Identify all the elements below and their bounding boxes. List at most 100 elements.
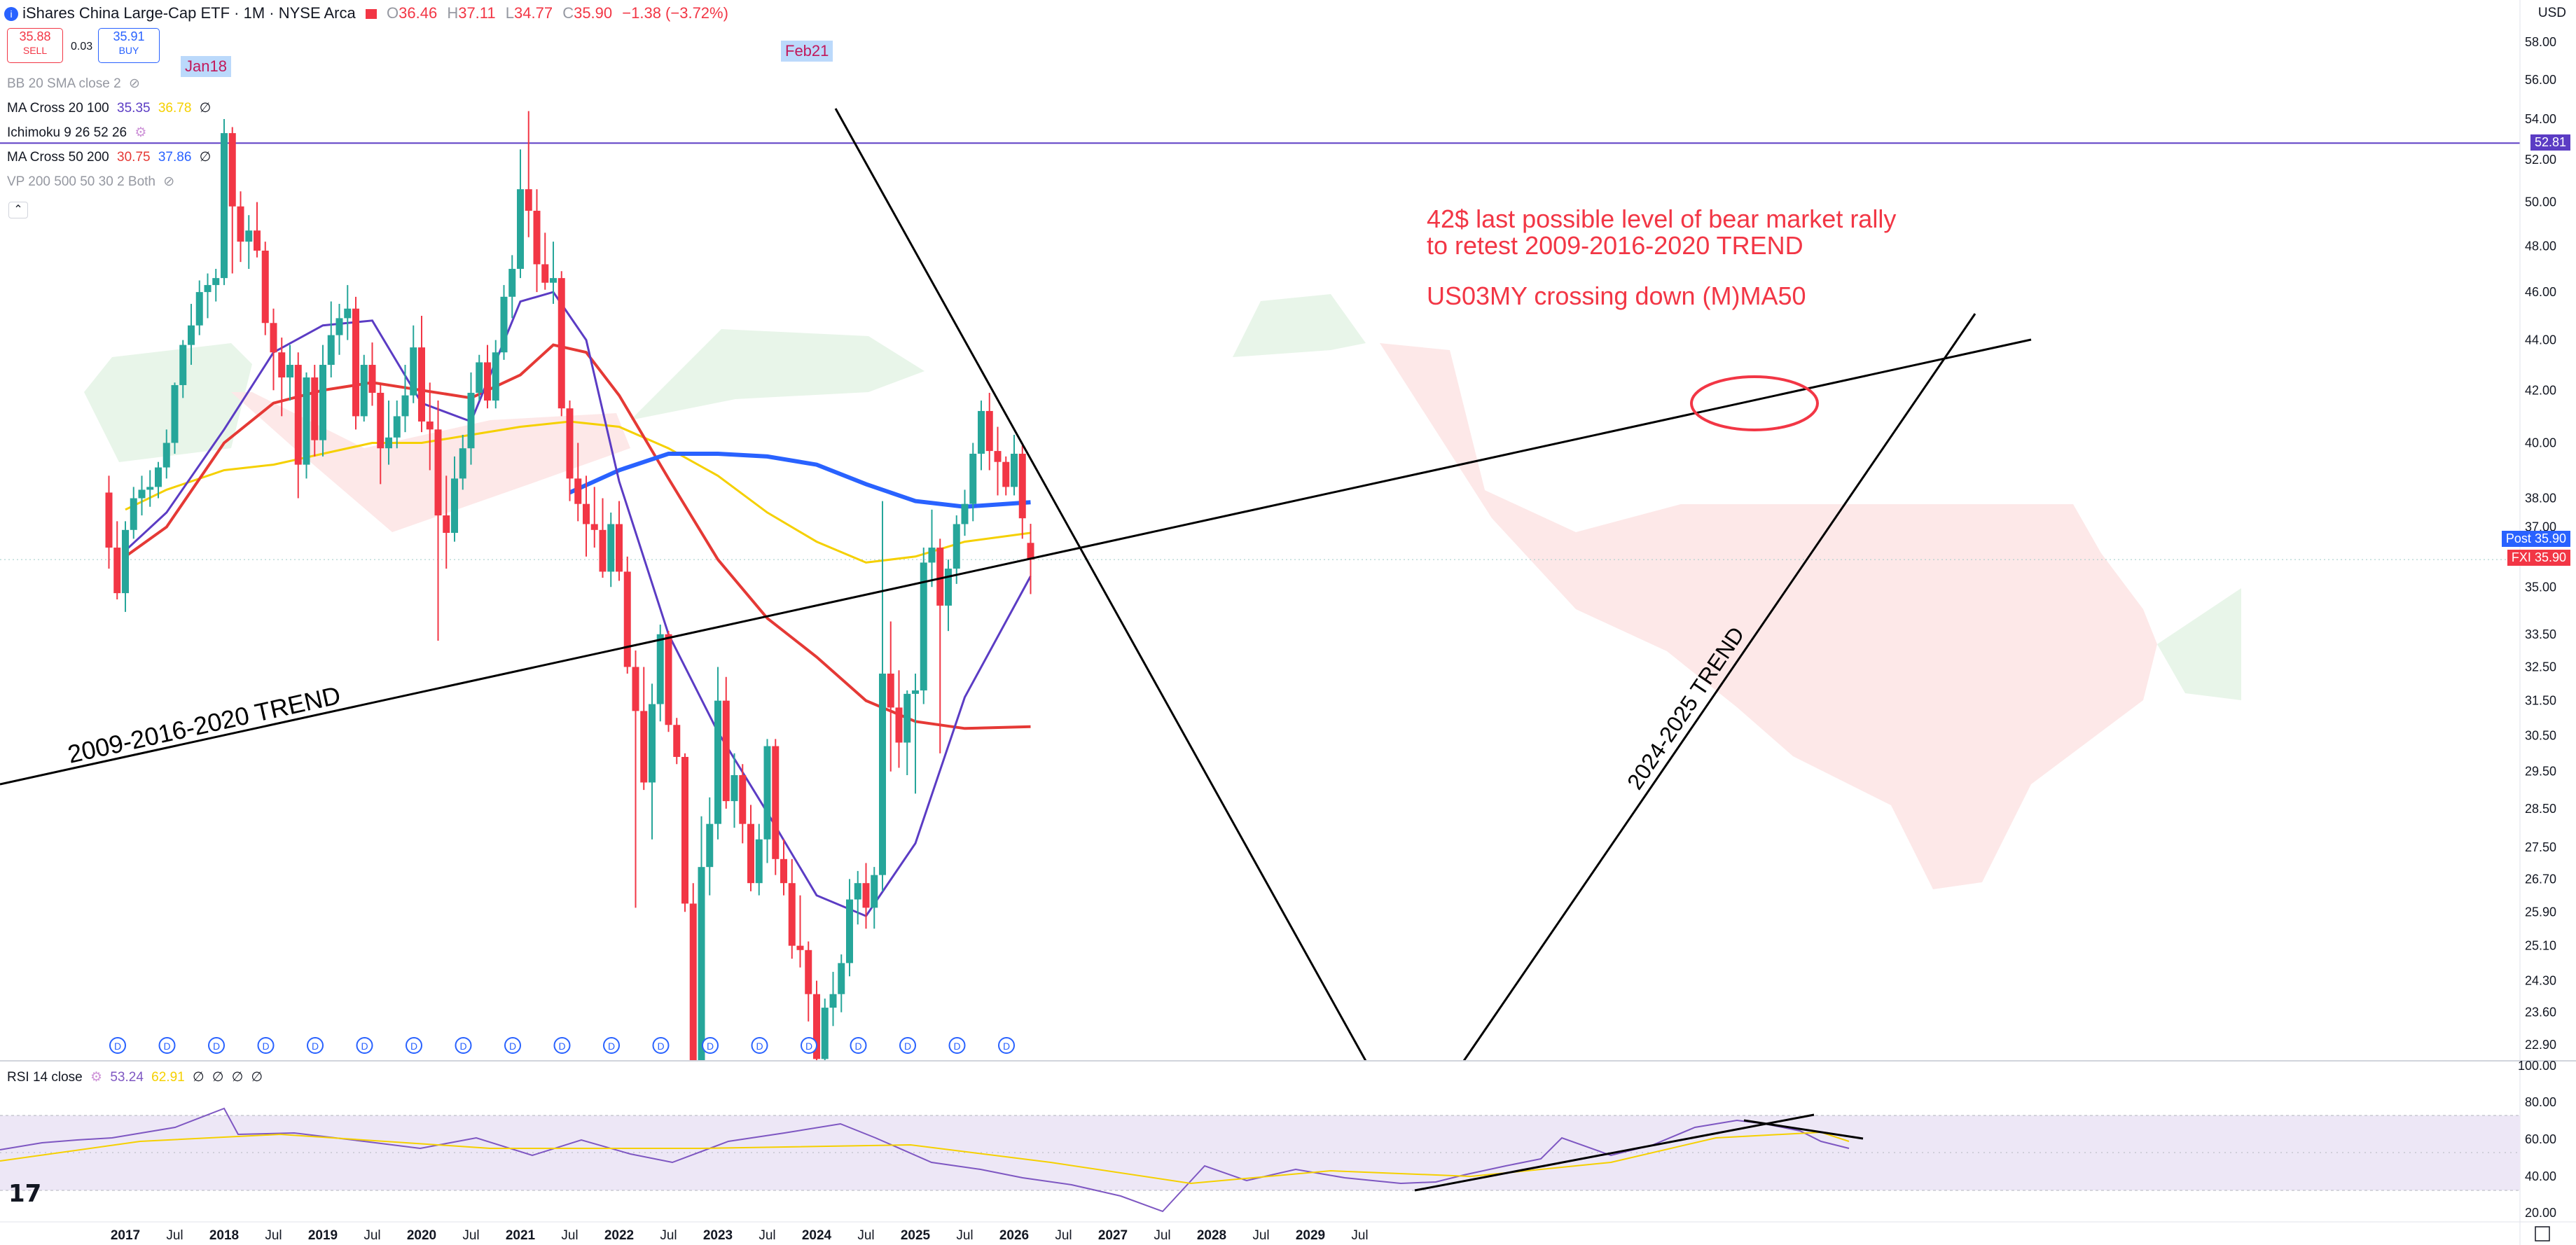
dividend-marker-label: D [954,1041,961,1052]
candle-body [533,210,541,265]
candle-body [649,704,656,783]
candle-body [665,634,672,725]
hidden-eye-icon[interactable]: ⊘ [163,174,175,189]
indicator-ma-cross-20-100[interactable]: MA Cross 20 100 35.35 36.78 ∅ [7,100,215,116]
indicator-ichimoku[interactable]: Ichimoku 9 26 52 26 ⚙ [7,125,151,141]
candle-body [838,963,845,994]
candle-body [689,903,697,1061]
ma200-line [569,452,1031,509]
candle-body [821,1008,829,1059]
symbol-label: FXI [2511,550,2531,564]
indicator-vp-name: VP 200 500 50 30 2 Both [7,174,155,189]
candle-body [583,503,590,524]
tradingview-logo[interactable]: 𝟭𝟳 [8,1181,42,1207]
ma20-value: 35.35 [117,101,151,116]
dividend-marker [801,1037,817,1054]
ma20-line [124,291,1032,918]
time-axis-tick-label: 2020 [407,1228,436,1243]
candle-body [155,467,162,487]
time-axis-tick-label: 2026 [999,1228,1029,1243]
annotation-line2[interactable]: to retest 2009-2016-2020 TREND [1427,231,1803,260]
candle-body [739,774,747,824]
candle-body [188,325,195,345]
dividend-marker [948,1037,966,1054]
candle-body [484,362,491,401]
price-axis-tick-label: 38.00 [2525,492,2556,506]
ichimoku-cloud-red [231,392,630,532]
dividend-marker [504,1037,521,1054]
dividend-marker-label: D [460,1041,467,1052]
trendline-long-label: 2009-2016-2020 TREND [65,681,343,769]
candle-body [1018,453,1026,519]
indicator-bb-name: BB 20 SMA close 2 [7,76,121,91]
indicator-rsi[interactable]: RSI 14 close ⚙ 53.24 62.91 ∅ ∅ ∅ ∅ [7,1069,267,1085]
trendline-down [834,108,1367,1062]
candle-body [146,487,154,490]
low-value: 34.77 [514,4,553,22]
candle-body [747,823,754,884]
rsi-value: 53.24 [110,1070,144,1085]
dividend-marker-label: D [707,1041,714,1052]
collapse-legend-button[interactable]: ⌃ [8,202,28,218]
dividend-marker-label: D [756,1041,763,1052]
symbol-price-value: 35.90 [2534,550,2566,564]
candle-body [714,700,721,824]
event-badge-jan18[interactable]: Jan18 [181,56,231,77]
candle-body [500,296,508,353]
candle-body [418,347,425,422]
candle-body [730,774,738,802]
candle-body [451,478,458,533]
candle-body [813,994,820,1059]
candle-body [903,693,911,743]
candle-body [459,448,466,479]
ichimoku-settings-icon[interactable]: ⚙ [134,125,147,140]
rsi-settings-icon[interactable]: ⚙ [90,1070,103,1085]
annotation-line1[interactable]: 42$ last possible level of bear market r… [1427,204,1897,233]
time-axis-tick-label: 2027 [1098,1228,1128,1243]
flag-icon[interactable] [365,9,377,20]
candle-body [261,250,269,324]
candle-body [517,189,524,269]
annotation-line3[interactable]: US03MY crossing down (M)MA50 [1427,281,1806,310]
ichimoku-cloud-green [2157,588,2241,700]
price-axis-tick-label: 37.00 [2525,520,2556,534]
price-axis-tick-label: 35.00 [2525,580,2556,594]
candle-body [936,548,944,606]
currency-label[interactable]: USD [2537,6,2566,20]
event-badge-feb21[interactable]: Feb21 [781,41,833,62]
dividend-marker [307,1037,324,1054]
candle-body [763,746,771,840]
candle-body [574,478,582,504]
dividend-marker-label: D [805,1041,812,1052]
time-axis-tick-label: Jul [363,1228,380,1243]
dividend-marker-label: D [658,1041,665,1052]
candle-body [360,365,368,417]
candle-body [401,395,409,417]
candle-body [410,347,417,396]
symbol-title[interactable]: iShares China Large-Cap ETF · 1M · NYSE … [22,4,356,22]
time-axis-tick-label: Jul [1154,1228,1170,1243]
rsi-line [0,1107,1850,1213]
rsi-ma-line [0,1131,1850,1185]
price-axis-tick-label: 22.90 [2525,1038,2556,1052]
post-value: 35.90 [2534,531,2566,545]
buy-button[interactable]: 35.91 BUY [98,28,160,63]
sell-button[interactable]: 35.88 SELL [7,28,63,63]
hidden-eye-icon[interactable]: ⊘ [128,76,140,91]
time-axis-tick-label: Jul [561,1228,578,1243]
dividend-marker [751,1037,768,1054]
indicator-bb[interactable]: BB 20 SMA close 2 ⊘ [7,76,144,92]
settings-gear-icon [2535,1226,2550,1241]
time-axis-tick-label: Jul [1055,1228,1072,1243]
price-axis-tick-label: 26.70 [2525,872,2556,886]
price-axis-tick-label: 52.00 [2525,153,2556,167]
indicator-ma-cross-50-200[interactable]: MA Cross 50 200 30.75 37.86 ∅ [7,149,215,165]
candle-body [953,524,960,569]
candle-body [887,673,894,708]
indicator-vp[interactable]: VP 200 500 50 30 2 Both ⊘ [7,174,179,190]
close-value: 35.90 [574,4,613,22]
sell-label: SELL [22,45,48,56]
candle-body [928,548,936,563]
candle-body [335,318,343,335]
